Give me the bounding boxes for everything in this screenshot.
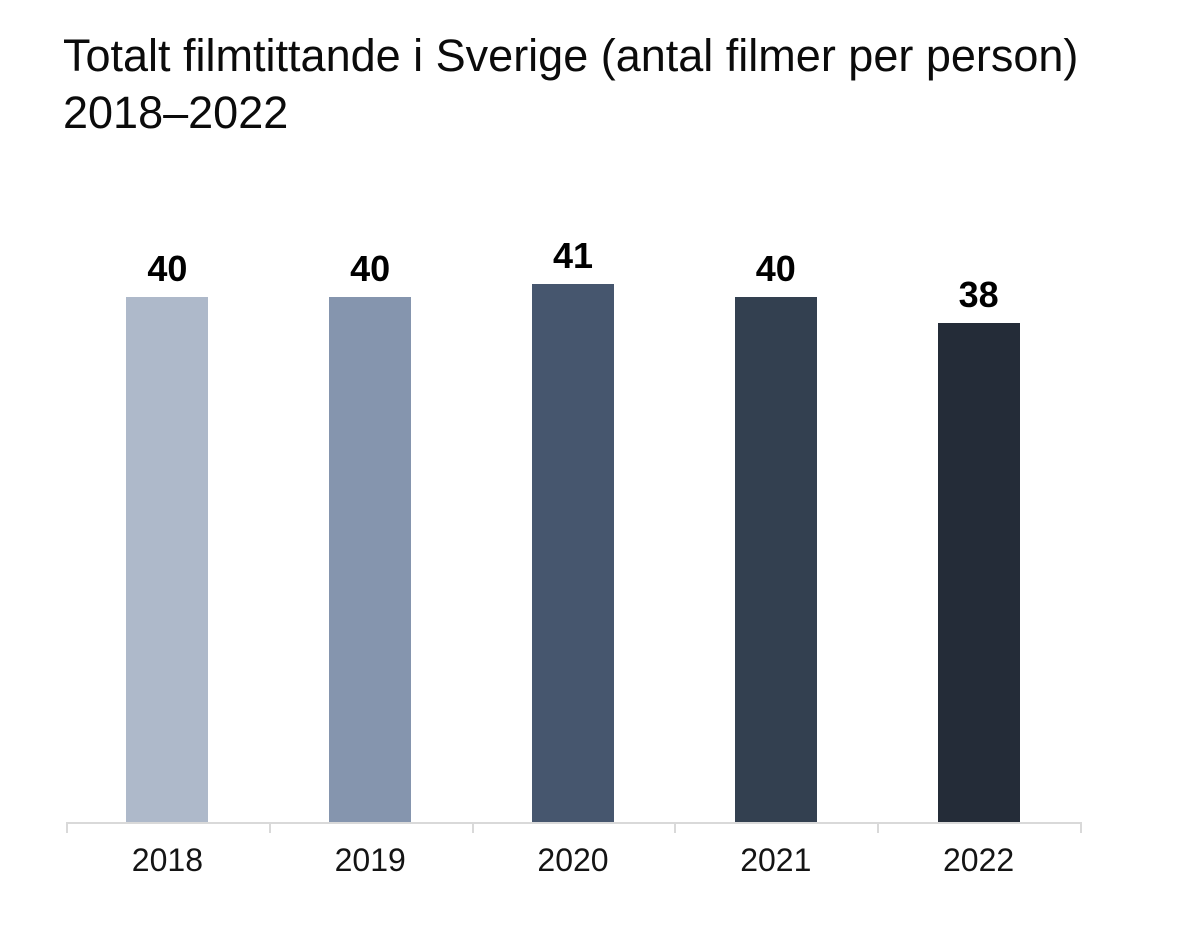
x-axis-tick (471, 822, 474, 833)
chart-title-line2: 2018–2022 (63, 87, 289, 138)
x-axis-label: 2021 (740, 842, 812, 878)
x-axis-line (66, 822, 1082, 824)
x-axis-tick (674, 822, 677, 833)
bar-value-label: 40 (755, 248, 796, 289)
bar-2022 (937, 323, 1020, 823)
x-axis-tick (1080, 822, 1082, 833)
x-axis-tick (877, 822, 880, 833)
bar-value-label: 40 (147, 248, 188, 289)
x-axis-tick (66, 822, 68, 833)
x-axis-label: 2020 (537, 842, 609, 878)
x-axis-label: 2022 (943, 842, 1015, 878)
bar-value-label: 40 (350, 248, 391, 289)
bar-value-label: 41 (552, 235, 594, 276)
chart-title: Totalt filmtittande i Sverige (antal fil… (63, 27, 1078, 141)
x-axis-label: 2018 (131, 842, 203, 878)
chart-title-line1: Totalt filmtittande i Sverige (antal fil… (63, 30, 1079, 81)
bar-2020 (532, 284, 614, 823)
bar-2021 (734, 297, 817, 823)
bar-value-label: 38 (958, 274, 999, 315)
bar-2018 (126, 297, 209, 823)
x-axis-tick (268, 822, 271, 833)
bar-2019 (329, 297, 412, 823)
x-axis-label: 2019 (334, 842, 406, 878)
